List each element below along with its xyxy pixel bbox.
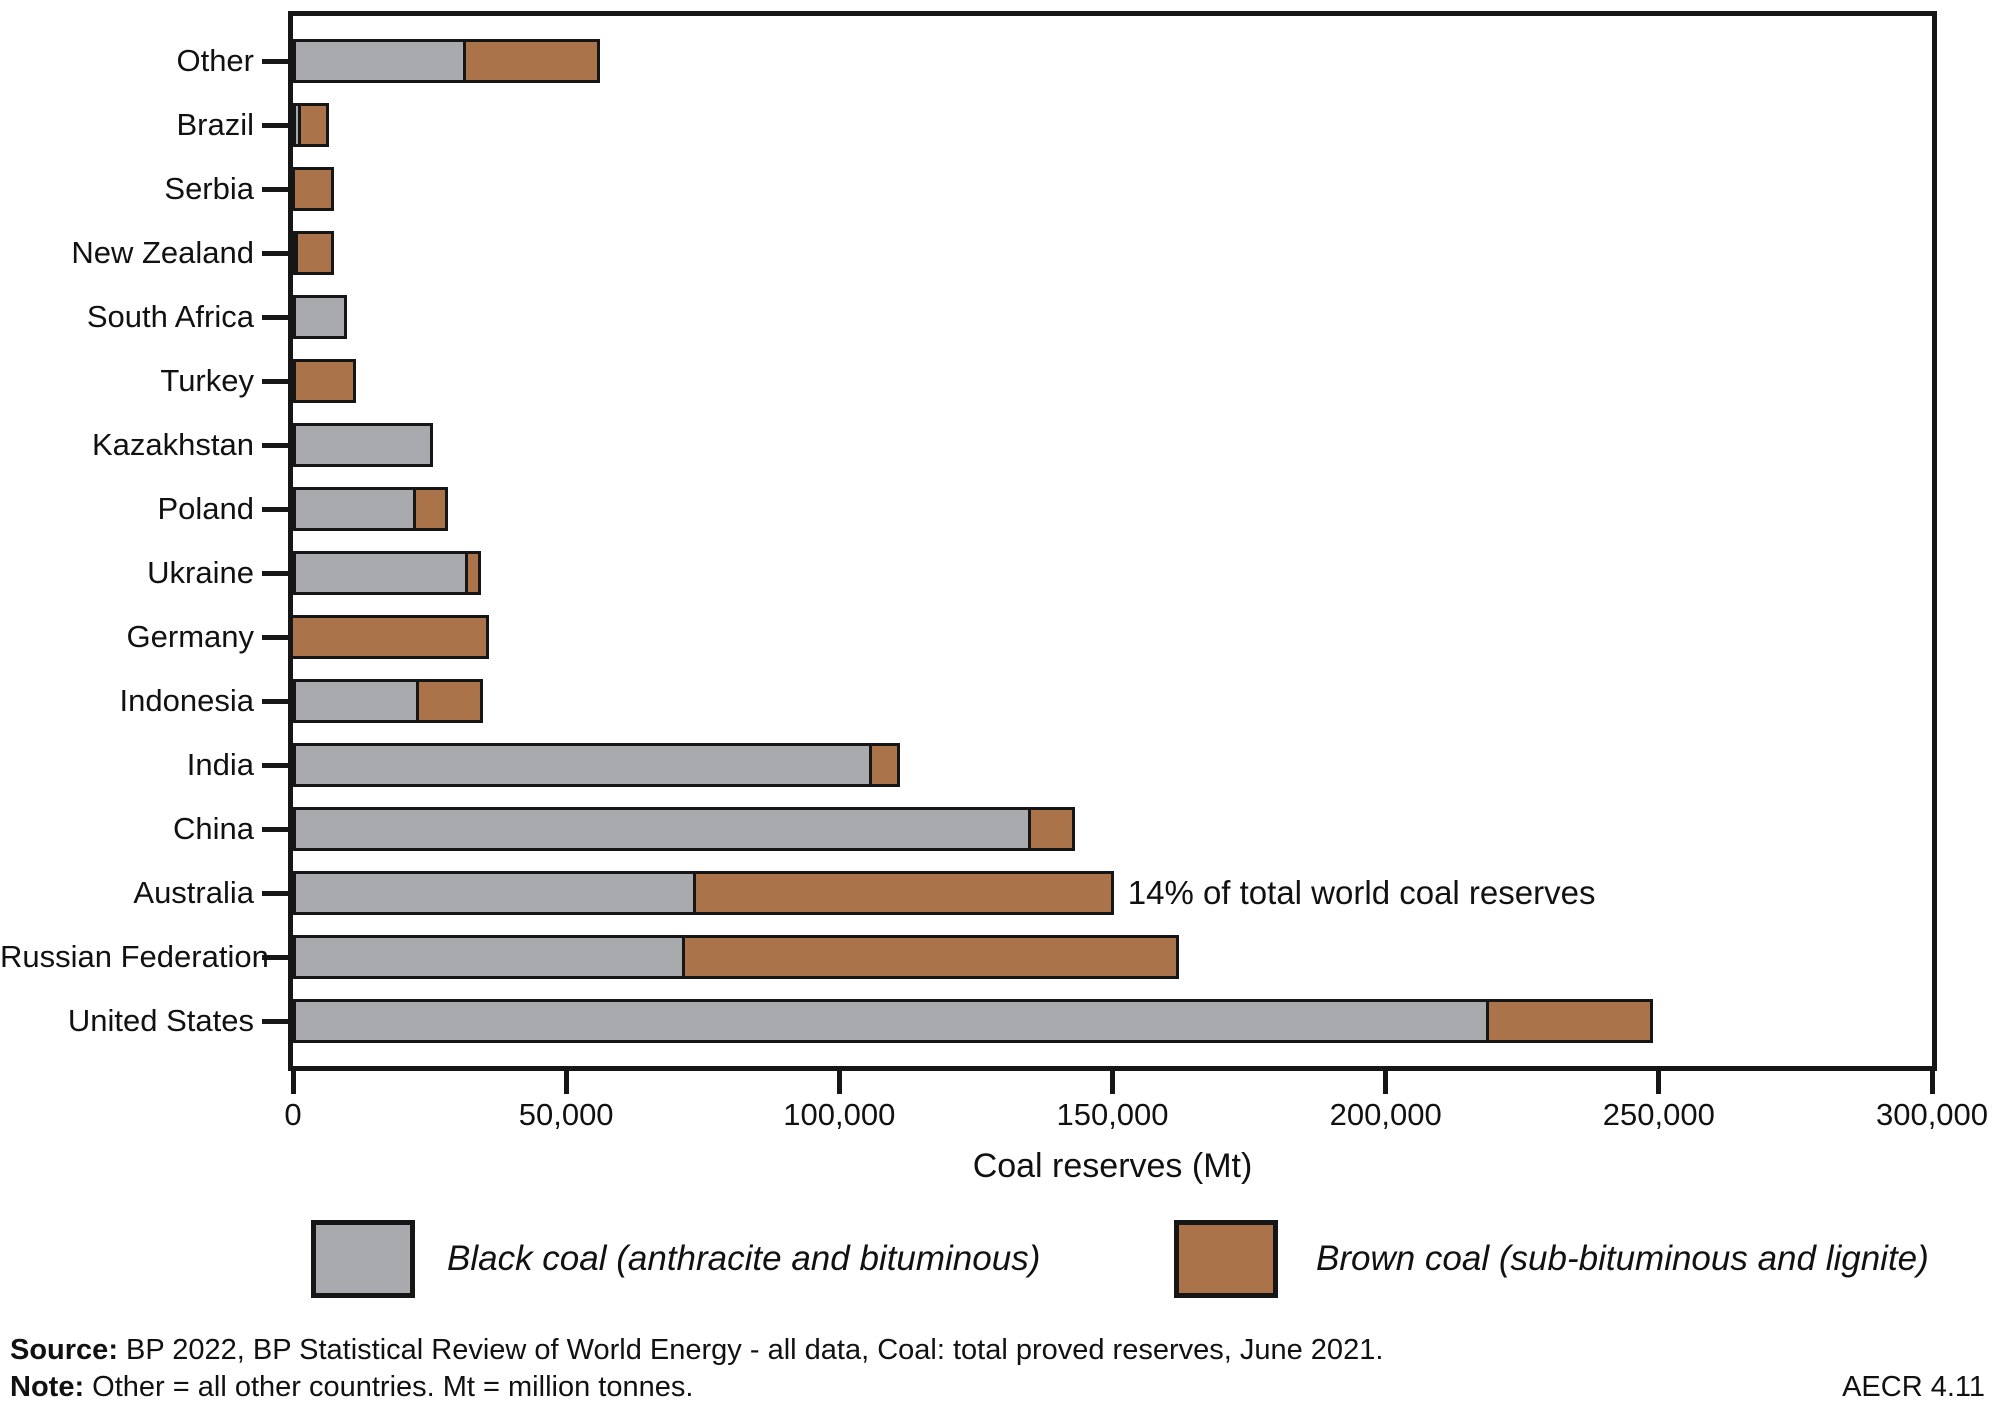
x-tick-0: [290, 1071, 296, 1094]
note-label: Note:: [10, 1371, 85, 1403]
y-tick-label-ukraine: Ukraine: [147, 555, 254, 590]
x-tick-label-250000: 250,000: [1602, 1097, 1715, 1132]
y-tick-new-zealand: [262, 250, 289, 256]
x-tick-150000: [1110, 1071, 1115, 1094]
y-tick-russian-federation: [262, 954, 289, 960]
x-tick-250000: [1656, 1071, 1662, 1094]
x-tick-label-50000: 50,000: [518, 1097, 614, 1132]
bar-segment-brown-brazil: [298, 103, 330, 147]
legend-label-brown-coal: Brown coal (sub-bituminous and lignite): [1316, 1239, 1929, 1278]
y-tick-label-australia: Australia: [133, 875, 254, 910]
y-tick-brazil: [262, 122, 289, 128]
bar-segment-brown-other: [463, 39, 601, 83]
y-tick-australia: [262, 890, 289, 896]
bar-segment-brown-new-zealand: [294, 231, 335, 275]
y-tick-label-other: Other: [176, 43, 254, 78]
x-tick-50000: [563, 1071, 569, 1094]
y-tick-turkey: [262, 378, 289, 384]
bar-segment-black-south-africa: [293, 295, 348, 339]
bar-segment-brown-serbia: [292, 167, 335, 211]
bar-segment-brown-india: [868, 743, 900, 787]
y-tick-label-turkey: Turkey: [160, 363, 254, 398]
x-axis-title: Coal reserves (Mt): [972, 1147, 1253, 1185]
bar-segment-black-ukraine: [293, 551, 469, 595]
x-tick-label-0: 0: [284, 1097, 302, 1132]
note-line: Note: Other = all other countries. Mt = …: [10, 1371, 693, 1404]
bar-segment-black-indonesia: [293, 679, 420, 723]
y-tick-poland: [262, 506, 289, 512]
x-tick-label-200000: 200,000: [1329, 1097, 1442, 1132]
annotation-world-share: 14% of total world coal reserves: [1127, 874, 1596, 911]
x-tick-300000: [1929, 1071, 1935, 1094]
x-tick-100000: [836, 1071, 842, 1094]
y-tick-united-states: [262, 1018, 289, 1024]
y-tick-label-indonesia: Indonesia: [119, 683, 254, 718]
bar-segment-brown-turkey: [293, 359, 356, 403]
y-tick-india: [262, 762, 289, 768]
source-line: Source: BP 2022, BP Statistical Review o…: [10, 1334, 1383, 1367]
bar-segment-brown-australia: [692, 871, 1114, 915]
bar-segment-brown-ukraine: [465, 551, 481, 595]
y-tick-label-new-zealand: New Zealand: [71, 235, 254, 270]
bar-segment-black-poland: [293, 487, 417, 531]
y-tick-china: [262, 826, 289, 832]
y-tick-label-poland: Poland: [157, 491, 254, 526]
x-tick-label-150000: 150,000: [1056, 1097, 1169, 1132]
y-tick-label-india: India: [186, 747, 254, 782]
bar-segment-brown-united-states: [1486, 999, 1654, 1043]
y-tick-label-kazakhstan: Kazakhstan: [92, 427, 254, 462]
x-tick-200000: [1383, 1071, 1389, 1094]
bar-segment-black-india: [293, 743, 872, 787]
figure-code: AECR 4.11: [1842, 1371, 1985, 1403]
x-tick-label-300000: 300,000: [1875, 1097, 1989, 1132]
bar-segment-brown-russian-federation: [681, 935, 1179, 979]
legend-swatch-brown-coal: [1174, 1220, 1278, 1298]
bar-segment-black-kazakhstan: [293, 423, 433, 467]
y-tick-indonesia: [262, 698, 289, 704]
source-label: Source:: [10, 1334, 118, 1366]
y-tick-other: [262, 58, 289, 64]
y-tick-label-russian-federation: Russian Federation: [0, 939, 269, 974]
y-tick-serbia: [262, 186, 289, 192]
source-text: BP 2022, BP Statistical Review of World …: [117, 1334, 1384, 1366]
bar-segment-black-united-states: [293, 999, 1490, 1043]
plot-area: [288, 11, 1937, 1071]
y-tick-label-south-africa: South Africa: [86, 299, 254, 334]
bar-segment-black-russian-federation: [293, 935, 685, 979]
legend-label-black-coal: Black coal (anthracite and bituminous): [447, 1239, 1041, 1278]
legend-swatch-black-coal: [311, 1220, 415, 1298]
y-tick-label-serbia: Serbia: [164, 171, 254, 206]
bar-segment-black-china: [293, 807, 1031, 851]
y-tick-germany: [262, 634, 289, 640]
bar-segment-brown-poland: [413, 487, 449, 531]
bar-segment-black-other: [293, 39, 467, 83]
y-tick-kazakhstan: [262, 442, 289, 448]
y-tick-label-brazil: Brazil: [176, 107, 254, 142]
y-tick-label-germany: Germany: [126, 619, 254, 654]
bar-segment-brown-germany: [290, 615, 490, 659]
y-tick-label-china: China: [173, 811, 254, 846]
y-tick-south-africa: [262, 314, 289, 320]
note-text: Other = all other countries. Mt = millio…: [84, 1371, 694, 1403]
y-tick-label-united-states: United States: [67, 1003, 254, 1038]
bar-segment-brown-indonesia: [416, 679, 484, 723]
y-tick-ukraine: [262, 570, 289, 576]
bar-segment-black-australia: [293, 871, 696, 915]
bar-segment-brown-china: [1027, 807, 1076, 851]
x-tick-label-100000: 100,000: [783, 1097, 896, 1132]
